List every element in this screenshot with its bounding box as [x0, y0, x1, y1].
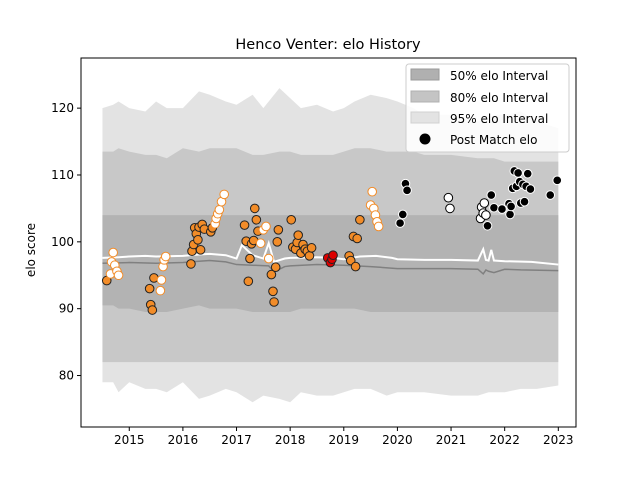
plot-area: [80, 57, 577, 428]
legend-swatch-80: [410, 90, 440, 103]
x-tick-label: 2018: [275, 433, 306, 447]
post-match-point: [219, 189, 229, 200]
x-tick-label: 2021: [436, 433, 467, 447]
post-match-point: [445, 203, 455, 214]
post-match-point: [251, 214, 262, 225]
post-match-point: [482, 220, 493, 231]
interval-bands: [102, 88, 559, 403]
legend-label-80: 80% elo Interval: [450, 91, 548, 105]
post-match-point: [443, 192, 454, 203]
post-match-point: [486, 190, 497, 200]
legend-label-50: 50% elo Interval: [450, 69, 548, 83]
post-match-points: [101, 166, 563, 315]
post-match-point: [479, 198, 490, 208]
post-match-point: [513, 168, 523, 178]
post-match-point: [144, 283, 155, 294]
post-match-point: [552, 175, 563, 186]
post-match-point: [293, 230, 303, 240]
post-match-point: [286, 214, 297, 225]
post-match-point: [506, 201, 516, 212]
post-match-point: [261, 221, 271, 232]
post-match-point: [108, 247, 118, 258]
x-axis: 2015 2016 2017 2018 2019 2020 2021 2022 2023: [114, 427, 574, 447]
y-tick-label: 120: [51, 101, 74, 115]
post-match-point: [263, 253, 274, 264]
post-match-point: [402, 185, 412, 196]
chart-title: Henco Venter: elo History: [235, 37, 421, 53]
post-match-point: [519, 196, 530, 207]
post-match-point: [497, 204, 507, 214]
post-match-point: [522, 168, 533, 179]
post-match-point: [545, 190, 556, 200]
axes-frame: [80, 57, 577, 428]
x-tick-label: 2020: [382, 433, 413, 447]
post-match-point: [505, 209, 515, 220]
post-match-point: [272, 237, 283, 247]
legend-marker-post-match: [419, 133, 431, 145]
x-tick-label: 2017: [221, 433, 252, 447]
post-match-point: [147, 305, 158, 315]
post-match-point: [113, 270, 124, 281]
post-match-point: [489, 202, 499, 213]
post-match-point: [481, 210, 491, 220]
post-match-point: [195, 245, 206, 255]
post-match-point: [245, 253, 255, 264]
post-match-point: [269, 297, 279, 307]
post-match-point: [243, 276, 254, 287]
post-match-point: [266, 269, 277, 280]
post-match-point: [355, 214, 365, 225]
legend-swatch-95: [410, 111, 440, 124]
post-match-point: [367, 186, 378, 197]
post-match-point: [160, 251, 171, 262]
post-match-point: [268, 286, 278, 297]
legend-swatch-50: [410, 68, 440, 81]
x-tick-label: 2023: [543, 433, 574, 447]
post-match-point: [255, 238, 266, 248]
y-tick-label: 80: [59, 369, 74, 383]
post-match-point: [186, 259, 196, 269]
legend-label-95: 95% elo Interval: [450, 112, 548, 126]
x-tick-label: 2022: [489, 433, 520, 447]
post-match-point: [525, 184, 536, 194]
post-match-point: [397, 209, 408, 220]
post-match-point: [306, 243, 317, 253]
x-tick-label: 2019: [329, 433, 360, 447]
post-match-point: [156, 275, 167, 285]
post-match-point: [214, 204, 225, 215]
legend: 50% elo Interval 80% elo Interval 95% el…: [405, 63, 570, 153]
y-axis: 80 90 100 110 120: [51, 101, 81, 383]
post-match-point: [193, 235, 203, 245]
post-match-point: [350, 261, 361, 272]
post-match-point: [373, 221, 384, 232]
post-match-point: [270, 262, 281, 273]
post-match-point: [249, 203, 260, 214]
post-match-point: [328, 250, 338, 261]
x-tick-label: 2015: [114, 433, 145, 447]
y-tick-label: 110: [51, 168, 74, 182]
y-axis-label: elo score: [24, 223, 38, 277]
legend-label-post-match: Post Match elo: [450, 133, 537, 147]
post-match-point: [395, 218, 405, 228]
mean-elo-line: [102, 259, 559, 276]
y-tick-label: 90: [59, 302, 74, 316]
post-match-point: [352, 233, 362, 244]
x-tick-label: 2016: [168, 433, 199, 447]
post-match-point: [239, 220, 250, 230]
y-tick-label: 100: [51, 235, 74, 249]
legend-box: [405, 63, 570, 153]
post-match-point: [155, 285, 166, 296]
post-match-point: [304, 251, 315, 261]
post-match-point: [273, 224, 284, 235]
